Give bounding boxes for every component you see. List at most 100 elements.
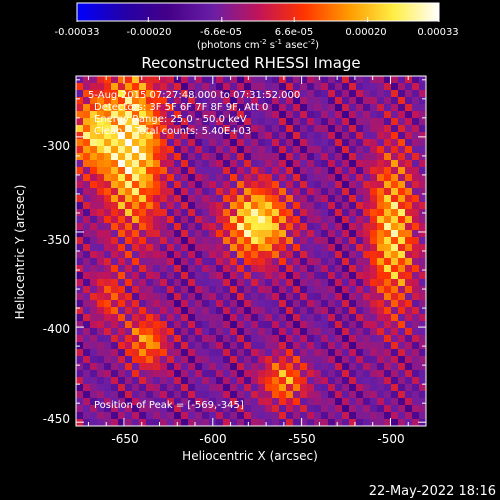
heatmap-cell <box>328 76 336 84</box>
heatmap-cell <box>272 111 280 119</box>
heatmap-cell <box>363 76 371 84</box>
heatmap-cell <box>111 174 119 182</box>
heatmap-cell <box>125 251 133 259</box>
heatmap-cell <box>160 202 168 210</box>
heatmap-cell <box>237 97 245 105</box>
heatmap-cell <box>97 349 105 357</box>
heatmap-cell <box>237 104 245 112</box>
heatmap-cell <box>125 139 133 147</box>
heatmap-cell <box>328 216 336 224</box>
heatmap-cell <box>153 76 161 84</box>
heatmap-cell <box>419 258 426 266</box>
heatmap-cell <box>118 363 126 371</box>
heatmap-cell <box>384 223 392 231</box>
heatmap-cell <box>349 104 357 112</box>
heatmap-cell <box>335 167 343 175</box>
heatmap-cell <box>307 370 315 378</box>
heatmap-cell <box>132 265 140 273</box>
heatmap-cell <box>412 293 420 301</box>
heatmap-cell <box>279 244 287 252</box>
heatmap-cell <box>223 97 231 105</box>
heatmap-cell <box>265 244 273 252</box>
heatmap-cell <box>202 195 210 203</box>
heatmap-cell <box>293 125 301 133</box>
heatmap-cell <box>146 342 154 350</box>
heatmap-cell <box>279 139 287 147</box>
heatmap-cell <box>272 258 280 266</box>
heatmap-cell <box>118 251 126 259</box>
heatmap-cell <box>139 398 147 406</box>
heatmap-cell <box>419 293 426 301</box>
heatmap-cell <box>300 111 308 119</box>
heatmap-cell <box>356 174 364 182</box>
heatmap-cell <box>349 160 357 168</box>
heatmap-cell <box>167 391 175 399</box>
heatmap-cell <box>391 118 399 126</box>
heatmap-cell <box>314 153 322 161</box>
heatmap-cell <box>384 118 392 126</box>
heatmap-cell <box>356 125 364 133</box>
heatmap-cell <box>349 132 357 140</box>
heatmap-cell <box>90 125 98 133</box>
heatmap-cell <box>370 293 378 301</box>
heatmap-cell <box>321 90 329 98</box>
heatmap-cell <box>118 398 126 406</box>
heatmap-cell <box>335 391 343 399</box>
heatmap-cell <box>90 153 98 161</box>
heatmap-cell <box>230 223 238 231</box>
heatmap-cell <box>314 293 322 301</box>
heatmap-cell <box>293 244 301 252</box>
heatmap-cell <box>335 335 343 343</box>
heatmap-cell <box>384 293 392 301</box>
heatmap-cell <box>237 265 245 273</box>
heatmap-cell <box>90 132 98 140</box>
heatmap-cell <box>104 216 112 224</box>
heatmap-cell <box>188 405 196 413</box>
heatmap-cell <box>398 195 406 203</box>
heatmap-cell <box>286 412 294 420</box>
heatmap-cell <box>384 237 392 245</box>
heatmap-cell <box>132 293 140 301</box>
heatmap-cell <box>209 335 217 343</box>
heatmap-cell <box>195 167 203 175</box>
heatmap-cell <box>230 405 238 413</box>
heatmap-cell <box>286 377 294 385</box>
heatmap-cell <box>230 181 238 189</box>
heatmap-cell <box>384 146 392 154</box>
heatmap-cell <box>209 293 217 301</box>
heatmap-cell <box>419 272 426 280</box>
heatmap-cell <box>209 216 217 224</box>
heatmap-cell <box>83 97 91 105</box>
heatmap-cell <box>244 132 252 140</box>
heatmap-cell <box>391 167 399 175</box>
heatmap-cell <box>321 237 329 245</box>
heatmap-cell <box>328 104 336 112</box>
heatmap-cell <box>132 307 140 315</box>
heatmap-cell <box>216 384 224 392</box>
heatmap-cell <box>111 272 119 280</box>
heatmap-cell <box>111 97 119 105</box>
heatmap-cell <box>398 244 406 252</box>
heatmap-cell <box>300 398 308 406</box>
heatmap-cell <box>328 377 336 385</box>
heatmap-cell <box>328 265 336 273</box>
heatmap-cell <box>97 118 105 126</box>
heatmap-cell <box>363 419 371 426</box>
heatmap-cell <box>146 216 154 224</box>
heatmap-cell <box>321 244 329 252</box>
heatmap-cell <box>286 216 294 224</box>
heatmap-cell <box>230 132 238 140</box>
heatmap-cell <box>286 384 294 392</box>
heatmap-cell <box>377 258 385 266</box>
heatmap-cell <box>244 405 252 413</box>
heatmap-cell <box>132 349 140 357</box>
heatmap-cell <box>90 321 98 329</box>
heatmap-cell <box>202 188 210 196</box>
heatmap-cell <box>237 146 245 154</box>
heatmap-cell <box>398 377 406 385</box>
heatmap-cell <box>223 216 231 224</box>
heatmap-cell <box>272 125 280 133</box>
heatmap-cell <box>398 405 406 413</box>
heatmap-cell <box>83 405 91 413</box>
heatmap-cell <box>97 300 105 308</box>
